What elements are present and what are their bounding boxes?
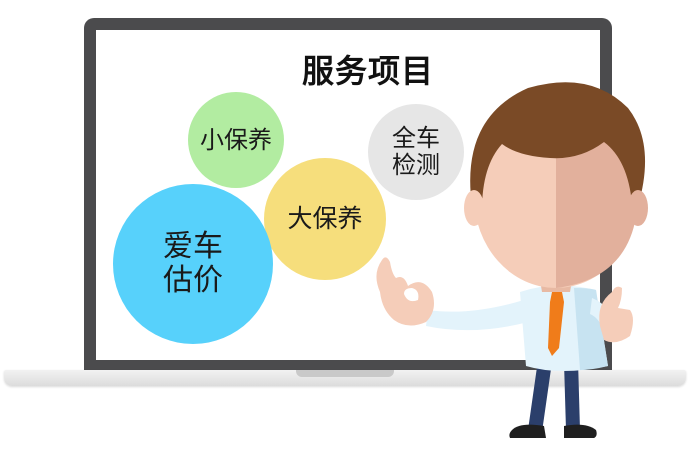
hair [470,82,646,210]
left-shoe [509,424,546,438]
bubble-small-maintenance-label: 小保养 [200,125,272,154]
ok-hand [376,257,434,326]
presenter-character [376,82,648,438]
bubble-car-valuation[interactable]: 爱车 估价 [113,184,273,344]
right-shoe [564,424,597,438]
thumbs-up-hand [599,286,633,343]
right-leg [564,360,580,430]
bubble-full-inspection-label: 全车 检测 [392,124,440,179]
left-ear [464,190,484,226]
bubble-full-inspection[interactable]: 全车 检测 [368,104,464,200]
laptop-notch [296,370,394,377]
right-ear [628,190,648,226]
bubble-major-maintenance[interactable]: 大保养 [264,158,386,280]
bubble-small-maintenance[interactable]: 小保养 [188,92,284,188]
screen-title: 服务项目 [301,52,434,90]
left-leg [528,360,552,432]
bubble-major-maintenance-label: 大保养 [287,204,363,233]
left-arm [426,300,528,331]
bubble-car-valuation-label: 爱车 估价 [163,229,223,298]
tie [548,292,564,356]
shirt-shade [574,288,608,370]
laptop-base [4,370,686,386]
